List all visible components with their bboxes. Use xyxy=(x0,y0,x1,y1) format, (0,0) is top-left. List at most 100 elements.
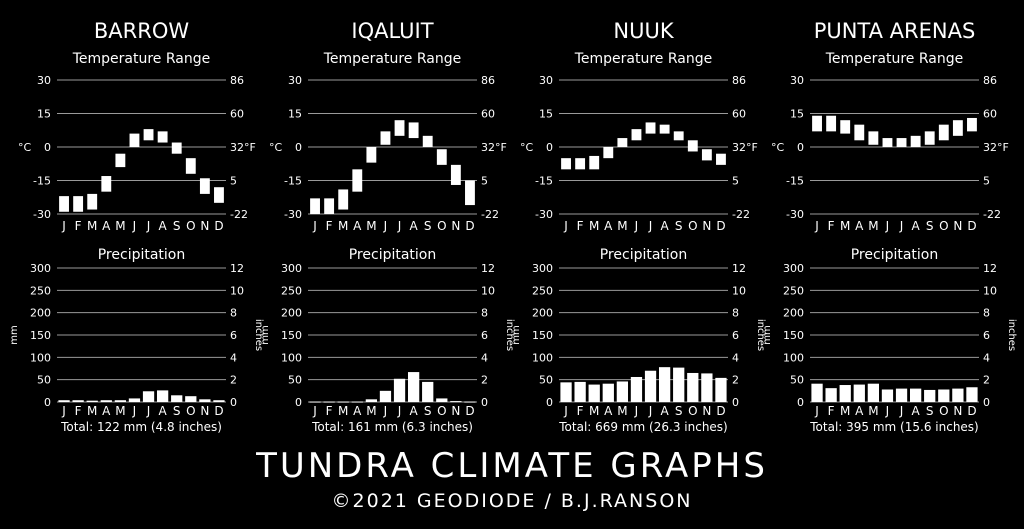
temperature-tick-c: 15 xyxy=(37,108,51,121)
temperature-bar xyxy=(115,153,126,168)
precipitation-tick-mm: 250 xyxy=(30,284,51,297)
temperature-bar xyxy=(868,131,879,145)
temperature-tick-f: 32 xyxy=(732,141,746,154)
month-label-temperature: A xyxy=(604,219,613,233)
precipitation-tick-mm: 50 xyxy=(790,374,804,387)
precipitation-bar xyxy=(839,385,851,402)
temperature-tick-f: -22 xyxy=(481,208,499,221)
month-label-temperature: J xyxy=(563,219,568,233)
precipitation-tick-in: 10 xyxy=(230,284,244,297)
temperature-bar xyxy=(394,120,405,136)
mm-axis-label: mm xyxy=(511,325,522,344)
precipitation-tick-in: 12 xyxy=(230,262,244,275)
precipitation-tick-in: 10 xyxy=(481,284,495,297)
temperature-bar xyxy=(101,176,112,192)
precipitation-bar xyxy=(602,383,614,402)
month-label-precipitation: A xyxy=(159,404,168,418)
precipitation-bar xyxy=(156,390,169,402)
month-label-precipitation: M xyxy=(338,404,348,418)
precipitation-tick-mm: 300 xyxy=(783,262,804,275)
temperature-bar xyxy=(659,124,670,134)
temperature-tick-f: 5 xyxy=(481,175,488,188)
month-label-temperature: N xyxy=(702,219,711,233)
month-label-temperature: M xyxy=(115,219,125,233)
temperature-bar xyxy=(310,198,320,214)
temperature-tick-c: 30 xyxy=(539,74,553,87)
precipitation-tick-mm: 0 xyxy=(44,396,51,409)
temperature-subtitle: Temperature Range xyxy=(323,51,462,67)
month-label-temperature: O xyxy=(437,219,446,233)
precipitation-bar xyxy=(72,400,84,402)
temperature-bar xyxy=(575,158,586,170)
month-label-temperature: A xyxy=(353,219,362,233)
temperature-bar xyxy=(840,120,851,134)
precipitation-tick-in: 8 xyxy=(230,307,237,320)
fahrenheit-unit: °F xyxy=(746,141,758,154)
temperature-bar xyxy=(938,124,949,141)
month-label-temperature: A xyxy=(912,219,921,233)
month-label-temperature: A xyxy=(159,219,168,233)
precipitation-bar xyxy=(881,389,894,402)
temperature-bar xyxy=(352,169,363,192)
temperature-bar xyxy=(338,189,349,210)
temperature-tick-f: 5 xyxy=(230,175,237,188)
temperature-subtitle: Temperature Range xyxy=(72,51,211,67)
temperature-bar xyxy=(561,158,571,170)
fahrenheit-unit: °F xyxy=(244,141,256,154)
temperature-bar xyxy=(896,138,907,147)
temperature-subtitle: Temperature Range xyxy=(574,51,713,67)
month-label-temperature: A xyxy=(661,219,670,233)
month-label-temperature: M xyxy=(589,219,599,233)
temperature-bar xyxy=(716,153,726,165)
precipitation-tick-in: 6 xyxy=(481,329,488,342)
temperature-bar xyxy=(73,196,84,212)
temperature-tick-c: -30 xyxy=(284,208,302,221)
temperature-bar xyxy=(450,164,461,185)
precipitation-bar xyxy=(407,372,420,402)
temperature-tick-c: 0 xyxy=(797,141,804,154)
mm-axis-label: mm xyxy=(9,325,20,344)
temperature-bar xyxy=(617,138,628,147)
temperature-bar xyxy=(952,120,963,136)
inches-axis-label: inches xyxy=(504,319,515,351)
precipitation-tick-mm: 100 xyxy=(783,351,804,364)
month-label-precipitation: F xyxy=(828,404,835,418)
month-label-temperature: A xyxy=(855,219,864,233)
temperature-tick-c: 30 xyxy=(790,74,804,87)
month-label-precipitation: F xyxy=(75,404,82,418)
temperature-tick-c: 30 xyxy=(288,74,302,87)
celsius-unit: °C xyxy=(18,141,32,154)
month-label-temperature: J xyxy=(132,219,137,233)
temperature-tick-f: -22 xyxy=(983,208,1001,221)
month-label-precipitation: O xyxy=(939,404,948,418)
temperature-bar xyxy=(366,147,377,163)
month-label-temperature: J xyxy=(899,219,904,233)
month-label-temperature: M xyxy=(366,219,376,233)
month-label-temperature: D xyxy=(716,219,725,233)
month-label-temperature: M xyxy=(840,219,850,233)
month-label-precipitation: J xyxy=(634,404,639,418)
month-label-precipitation: J xyxy=(899,404,904,418)
month-label-temperature: J xyxy=(383,219,388,233)
precipitation-tick-mm: 150 xyxy=(783,329,804,342)
precipitation-bar xyxy=(574,381,586,402)
precipitation-bar xyxy=(100,400,112,402)
precipitation-tick-in: 4 xyxy=(732,351,739,364)
month-label-temperature: D xyxy=(967,219,976,233)
precipitation-bar xyxy=(673,367,685,402)
month-label-temperature: O xyxy=(939,219,948,233)
precipitation-tick-in: 2 xyxy=(732,374,739,387)
month-label-precipitation: S xyxy=(675,404,683,418)
celsius-unit: °C xyxy=(269,141,283,154)
month-label-precipitation: A xyxy=(661,404,670,418)
precipitation-tick-mm: 250 xyxy=(281,284,302,297)
precipitation-tick-mm: 0 xyxy=(295,396,302,409)
month-label-precipitation: M xyxy=(840,404,850,418)
precipitation-tick-in: 8 xyxy=(983,307,990,320)
precipitation-tick-mm: 200 xyxy=(30,307,51,320)
month-label-precipitation: D xyxy=(716,404,725,418)
month-label-precipitation: S xyxy=(173,404,181,418)
month-label-precipitation: O xyxy=(688,404,697,418)
inches-axis-label: inches xyxy=(755,319,766,351)
